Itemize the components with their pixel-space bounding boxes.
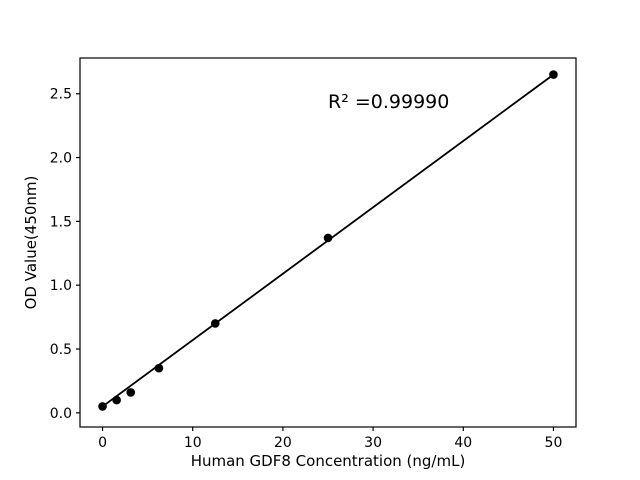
data-point — [154, 363, 164, 373]
x-tick-label: 40 — [454, 435, 472, 451]
data-point — [323, 233, 333, 243]
data-point — [549, 70, 558, 79]
data-point — [112, 395, 121, 405]
r-squared-annotation: R² =0.99990 — [328, 91, 449, 113]
data-point — [126, 388, 136, 397]
x-tick-label: 50 — [545, 435, 563, 451]
x-axis-label: Human GDF8 Concentration (ng/mL) — [191, 452, 466, 470]
plot-area-box — [79, 57, 577, 428]
x-tick-label: 30 — [364, 435, 382, 451]
x-tick-label: 10 — [184, 435, 202, 451]
y-tick-label: 1.0 — [50, 278, 72, 294]
x-tick-label: 20 — [274, 435, 292, 451]
y-axis-label: OD Value(450nm) — [22, 176, 40, 310]
y-tick-label: 2.0 — [50, 151, 72, 167]
data-point — [98, 402, 107, 411]
y-tick-label: 0.0 — [50, 406, 72, 422]
y-tick-label: 1.5 — [50, 214, 72, 230]
y-tick-label: 2.5 — [50, 87, 72, 103]
y-tick-label: 0.5 — [50, 342, 72, 358]
x-tick-label: 0 — [98, 435, 107, 451]
data-point — [210, 319, 220, 328]
